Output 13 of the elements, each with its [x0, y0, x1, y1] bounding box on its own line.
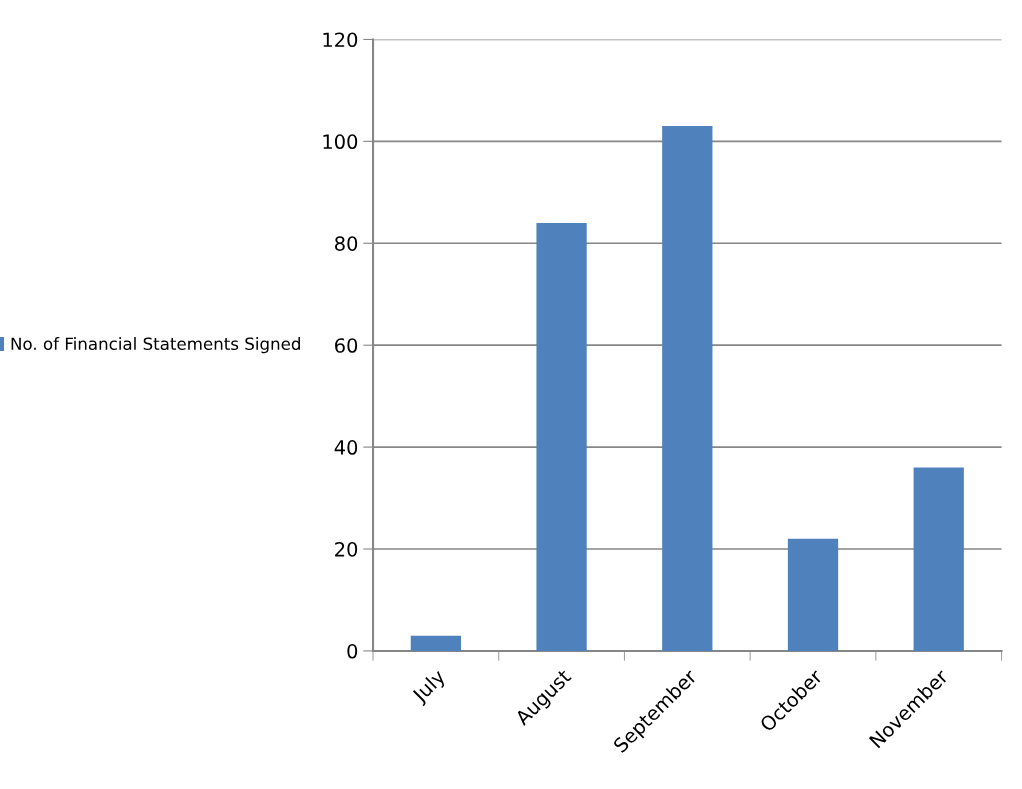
legend-label: No. of Financial Statements Signed [11, 337, 300, 354]
y-tick-label: 120 [323, 32, 358, 48]
bar [662, 126, 713, 651]
bar [410, 635, 462, 651]
bar [536, 222, 587, 651]
y-tick-label: 80 [335, 236, 358, 251]
bar [787, 538, 839, 651]
y-tick-label: 0 [347, 643, 358, 659]
y-tick-label: 60 [335, 338, 358, 353]
bar [913, 467, 964, 651]
y-tick-label: 20 [335, 541, 358, 557]
y-tick-label: 100 [323, 134, 358, 150]
y-tick-label: 40 [334, 440, 358, 455]
